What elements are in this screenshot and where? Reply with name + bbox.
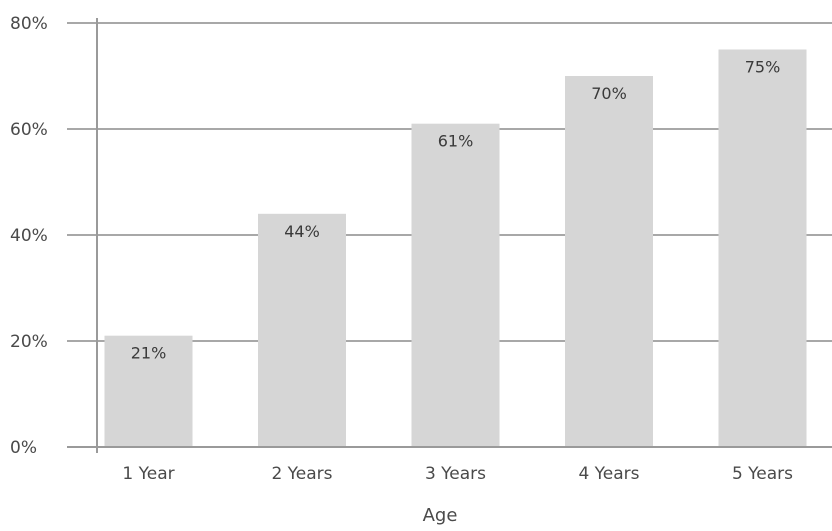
data-label: 75% (745, 58, 781, 77)
bar (411, 123, 500, 447)
y-tick-label: 60% (10, 120, 48, 140)
y-tick-label: 20% (10, 332, 48, 352)
x-tick-label: 2 Years (271, 464, 332, 484)
x-tick-label: 4 Years (578, 464, 639, 484)
data-label: 44% (284, 222, 320, 241)
y-tick-label: 40% (10, 226, 48, 246)
x-tick-label: 1 Year (122, 464, 174, 484)
data-label: 61% (438, 132, 474, 151)
x-axis-title: Age (423, 505, 458, 526)
bars (104, 49, 807, 447)
bar (104, 335, 193, 447)
y-tick-label: 80% (10, 14, 48, 34)
labels: 0% 20% 40% 60% 80% 21% 1 Year 44% 2 Years 61% 3 Ye… (10, 14, 793, 484)
data-label: 70% (591, 84, 627, 103)
bar (718, 49, 807, 447)
data-label: 21% (131, 344, 167, 363)
bar (258, 213, 346, 447)
axes (67, 18, 832, 453)
x-tick-label: 3 Years (425, 464, 486, 484)
x-tick-label: 5 Years (732, 464, 793, 484)
bar (565, 76, 653, 447)
y-tick-label: 0% (10, 438, 37, 458)
